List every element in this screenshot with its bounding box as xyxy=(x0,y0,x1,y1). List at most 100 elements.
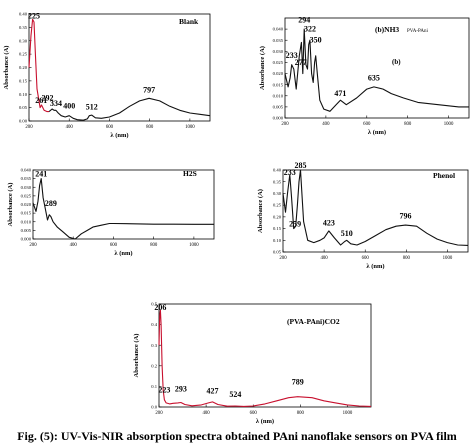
y-tick-label: 0.000 xyxy=(273,116,284,121)
peak-label: 471 xyxy=(334,89,346,98)
y-tick-label: 0.035 xyxy=(273,38,284,43)
y-tick-label: 0.20 xyxy=(19,65,28,70)
y-tick-label: 0.40 xyxy=(273,168,282,173)
y-tick-label: 0.20 xyxy=(273,214,282,219)
peak-label: 277 xyxy=(295,58,307,67)
y-tick-label: 0.035 xyxy=(21,176,32,181)
plot-frame xyxy=(32,169,215,240)
peak-label: 334 xyxy=(50,99,62,108)
y-tick-label: 0.30 xyxy=(19,38,28,43)
y-tick-label: 0.005 xyxy=(273,104,284,109)
peak-label: 293 xyxy=(175,385,187,394)
y-tick-label: 0.0 xyxy=(151,405,157,410)
spectrum-panel-1: 200 400 600 800 1000 0.00 0.05 0.10 0.15 0.20 0.25… xyxy=(3,12,211,139)
panel-label: Phenol xyxy=(433,171,455,180)
y-tick-label: 0.2 xyxy=(151,363,157,368)
spectrum-line xyxy=(284,28,469,112)
y-tick-label: 0.30 xyxy=(273,191,282,196)
x-tick-label: 200 xyxy=(281,122,289,127)
panel-sublabel: PVA-PAni xyxy=(407,29,428,34)
x-tick-label: 400 xyxy=(66,125,74,130)
peak-label: 524 xyxy=(229,390,241,399)
y-tick-label: 0.3 xyxy=(151,343,157,348)
spectrum-line xyxy=(48,97,211,121)
panel-label: (PVA-PAni)CO2 xyxy=(287,317,340,326)
x-tick-label: 600 xyxy=(106,125,114,130)
peak-label: 512 xyxy=(86,103,98,112)
peak-label: 225 xyxy=(28,12,40,21)
peak-label: 223 xyxy=(158,386,170,395)
x-axis-label: λ (nm) xyxy=(368,129,386,136)
x-tick-label: 200 xyxy=(25,125,33,130)
x-tick-label: 200 xyxy=(155,411,163,416)
x-tick-label: 800 xyxy=(404,122,412,127)
x-tick-label: 600 xyxy=(363,122,371,127)
x-tick-label: 800 xyxy=(146,125,154,130)
peak-label: 789 xyxy=(292,377,304,386)
y-tick-label: 0.000 xyxy=(21,237,32,242)
x-tick-label: 800 xyxy=(297,411,305,416)
peak-label: 292 xyxy=(42,93,54,102)
y-tick-label: 0.25 xyxy=(19,52,28,57)
x-tick-label: 1000 xyxy=(189,243,199,248)
y-tick-label: 0.10 xyxy=(19,92,28,97)
y-tick-label: 0.05 xyxy=(19,105,28,110)
panel-label: (b)NH3 xyxy=(375,25,399,34)
spectrum-line xyxy=(28,18,50,113)
y-axis-label: Absorbance (A) xyxy=(257,189,264,233)
peak-label: 322 xyxy=(304,25,316,34)
y-tick-label: 0.010 xyxy=(21,219,32,224)
spectrum-line xyxy=(32,178,214,240)
peak-label: 241 xyxy=(35,170,47,179)
x-tick-label: 1000 xyxy=(343,411,353,416)
plot-frame xyxy=(282,169,469,253)
x-tick-label: 400 xyxy=(322,122,330,127)
x-tick-label: 1000 xyxy=(185,125,195,130)
y-tick-label: 0.10 xyxy=(273,238,282,243)
y-tick-label: 0.020 xyxy=(273,71,284,76)
peak-label: 259 xyxy=(289,220,301,229)
x-tick-label: 1000 xyxy=(443,256,453,261)
x-tick-label: 600 xyxy=(110,243,118,248)
y-tick-label: 0.025 xyxy=(273,60,284,65)
x-tick-label: 200 xyxy=(29,243,37,248)
y-tick-label: 0.5 xyxy=(151,302,157,307)
y-tick-label: 0.35 xyxy=(19,25,28,30)
figure-caption: Fig. (5): UV-Vis-NIR absorption spectra … xyxy=(17,429,457,443)
y-tick-label: 0.015 xyxy=(21,211,32,216)
peak-label: 635 xyxy=(368,73,380,82)
y-tick-label: 0.040 xyxy=(21,168,32,173)
y-tick-label: 0.35 xyxy=(273,179,282,184)
peak-label: 423 xyxy=(323,218,335,227)
y-tick-label: 0.15 xyxy=(19,78,28,83)
y-axis-label: Absorbance (A) xyxy=(133,334,140,378)
x-tick-label: 200 xyxy=(279,256,287,261)
x-axis-label: λ (nm) xyxy=(110,132,128,139)
x-axis-label: λ (nm) xyxy=(366,263,384,270)
x-axis-label: λ (nm) xyxy=(256,418,274,425)
panel-tag: (b) xyxy=(392,58,401,66)
spectrum-line xyxy=(158,309,372,407)
x-tick-label: 800 xyxy=(403,256,411,261)
spectrum-panel-5: 200 400 600 800 1000 0.0 0.1 0.2 0.3 0.4 0.5 λ (nm)… xyxy=(133,302,372,425)
y-tick-label: 0.005 xyxy=(21,228,32,233)
y-tick-label: 0.025 xyxy=(21,193,32,198)
spectrum-line xyxy=(282,169,469,246)
peak-label: 233 xyxy=(284,168,296,177)
y-tick-label: 0.40 xyxy=(19,12,28,17)
y-tick-label: 0.4 xyxy=(151,322,157,327)
y-tick-label: 0.1 xyxy=(151,384,157,389)
y-tick-label: 0.05 xyxy=(273,250,282,255)
peak-label: 285 xyxy=(294,161,306,170)
peak-label: 797 xyxy=(143,85,155,94)
y-tick-label: 0.010 xyxy=(273,93,284,98)
y-tick-label: 0.030 xyxy=(21,185,32,190)
x-tick-label: 800 xyxy=(150,243,158,248)
spectrum-panel-4: 200 400 600 800 1000 0.05 0.10 0.15 0.20 0.25 0.30… xyxy=(257,161,469,270)
spectrum-panel-3: 200 400 600 800 1000 0.000 0.005 0.010 0.015 0.02… xyxy=(7,168,215,257)
y-tick-label: 0.00 xyxy=(19,119,28,124)
y-tick-label: 0.020 xyxy=(21,202,32,207)
y-tick-label: 0.040 xyxy=(273,27,284,32)
plot-frame xyxy=(284,17,470,119)
